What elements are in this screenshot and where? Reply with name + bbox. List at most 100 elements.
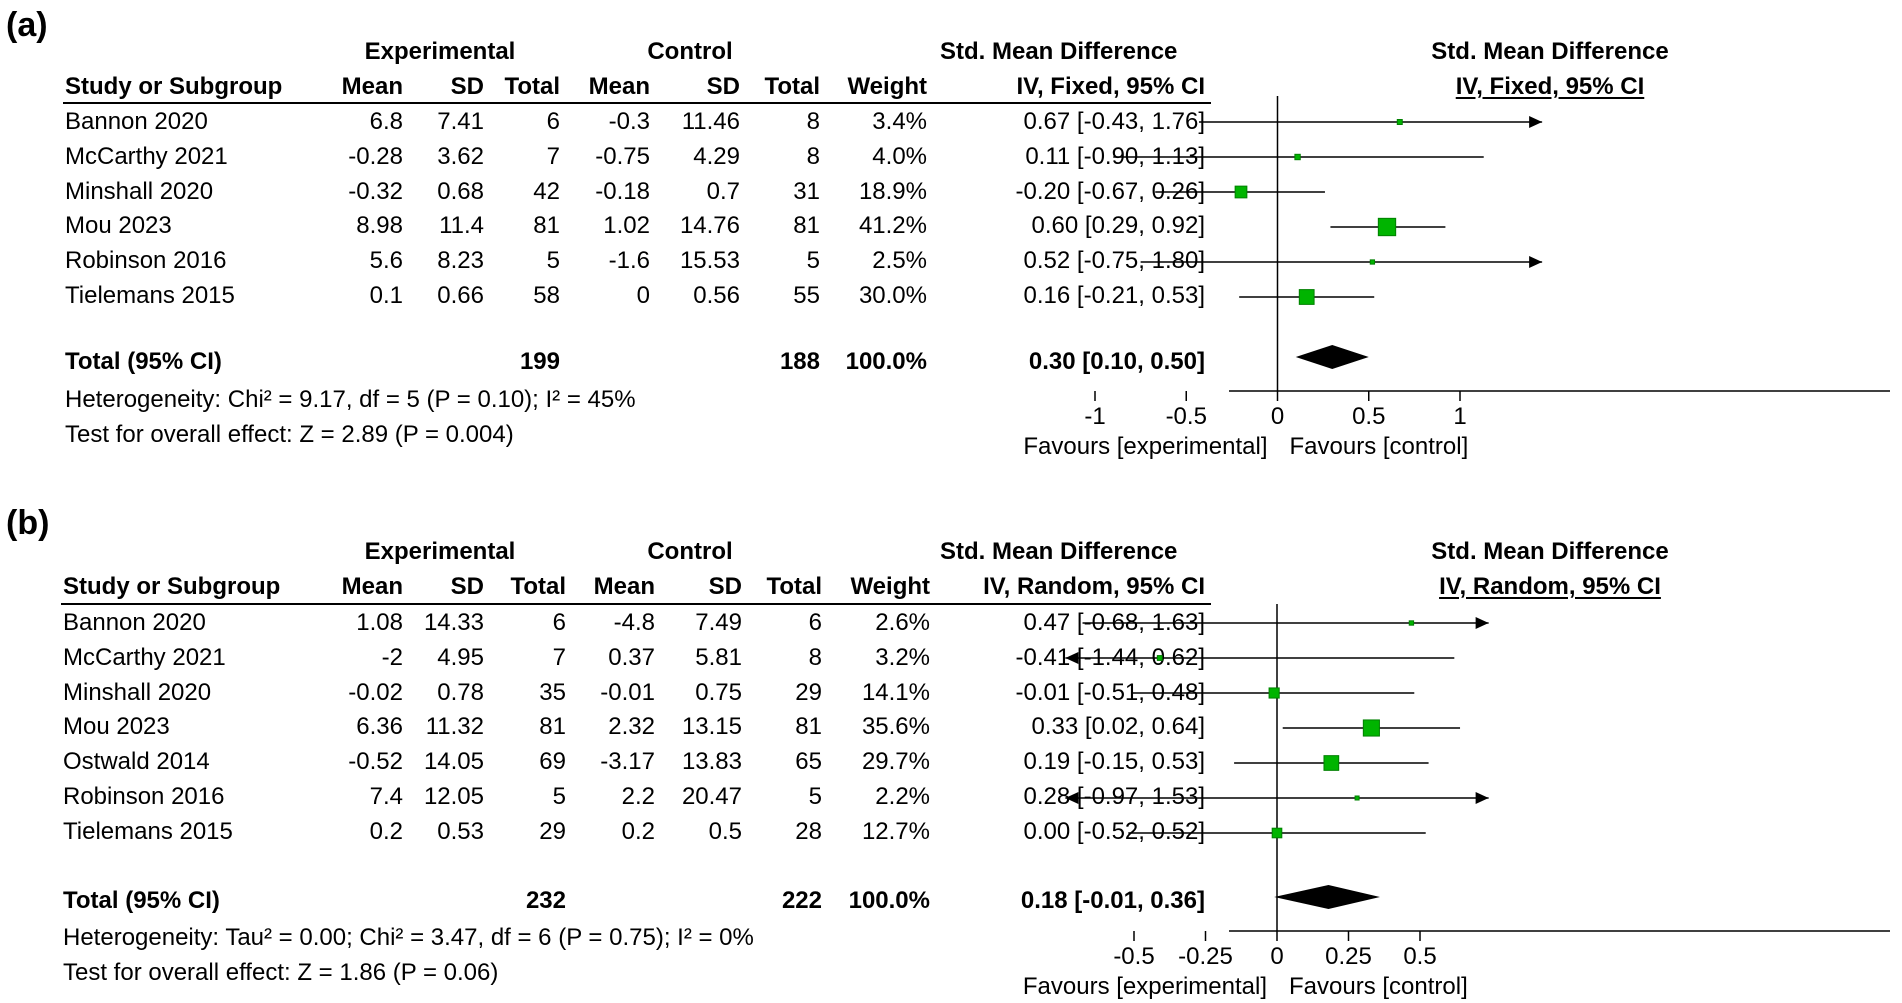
e-sd: 0.68: [437, 177, 484, 205]
ci-text: 0.28 [-0.97, 1.53]: [1023, 783, 1205, 810]
total-ci: 0.30 [0.10, 0.50]: [1028, 348, 1205, 375]
e-sd: 3.62: [437, 142, 484, 170]
overall-effect: Test for overall effect: Z = 2.89 (P = 0…: [65, 421, 514, 448]
c-total: 5: [808, 783, 822, 810]
c-total: 31: [793, 177, 820, 205]
c-total: 5: [806, 247, 820, 275]
col-c-mean: Mean: [588, 73, 650, 100]
plot-header: Std. Mean Difference: [1431, 38, 1669, 65]
study-square: [1294, 153, 1301, 161]
col-ci: IV, Fixed, 95% CI: [1016, 73, 1205, 100]
study-square: [1354, 795, 1360, 801]
panel-label: (a): [6, 6, 48, 44]
e-total: 69: [539, 748, 566, 776]
c-mean: -4.8: [613, 609, 655, 636]
x-tick-label: -0.25: [1178, 943, 1233, 970]
overall-effect: Test for overall effect: Z = 1.86 (P = 0…: [63, 959, 499, 986]
study-square: [1377, 217, 1397, 237]
study-name: Tielemans 2015: [65, 282, 235, 309]
col-c-total: Total: [766, 573, 822, 600]
ci-text: 0.19 [-0.15, 0.53]: [1023, 748, 1205, 776]
e-sd: 7.41: [437, 108, 484, 135]
study-square: [1369, 259, 1376, 265]
col-study: Study or Subgroup: [65, 73, 283, 100]
ci-arrow-right: [1529, 256, 1543, 268]
col-c-sd: SD: [708, 573, 742, 600]
forest-plot-b: (b) Experimental Control Std. Mean Diffe…: [0, 503, 1902, 1003]
c-sd: 13.15: [681, 713, 742, 741]
study-name: Minshall 2020: [63, 678, 212, 706]
summary-diamond: [1295, 345, 1369, 369]
weight: 35.6%: [861, 713, 930, 741]
ci-text: -0.01 [-0.51, 0.48]: [1015, 678, 1205, 706]
e-total: 81: [533, 212, 560, 240]
e-mean: -0.28: [348, 142, 403, 170]
e-mean: 6.8: [369, 108, 403, 135]
total-ci: 0.18 [-0.01, 0.36]: [1020, 887, 1205, 914]
e-mean: 7.4: [369, 783, 403, 810]
c-mean: 0: [636, 282, 650, 309]
ci-arrow-right: [1475, 792, 1489, 804]
c-sd: 0.5: [708, 817, 742, 845]
x-tick-label: 0: [1271, 403, 1284, 430]
study-name: Mou 2023: [65, 212, 172, 240]
total-weight: 100.0%: [848, 887, 930, 914]
weight: 41.2%: [858, 212, 927, 240]
weight: 14.1%: [861, 678, 930, 706]
total-label: Total (95% CI): [65, 348, 222, 375]
ci-arrow-right: [1529, 116, 1543, 128]
header-rule: [61, 603, 1211, 605]
c-sd: 0.7: [706, 177, 740, 205]
e-mean: 5.6: [369, 247, 403, 275]
e-total: 42: [533, 177, 560, 205]
favours-left-label: Favours [experimental]: [1023, 973, 1267, 1000]
e-total: 81: [539, 713, 566, 741]
weight: 2.5%: [872, 247, 927, 275]
study-square: [1362, 719, 1380, 737]
col-e-mean: Mean: [341, 73, 403, 100]
c-total: 65: [795, 748, 822, 776]
c-mean: -0.01: [600, 678, 655, 706]
e-total: 6: [546, 108, 560, 135]
favours-right-label: Favours [control]: [1289, 973, 1468, 1000]
c-total: 8: [806, 142, 820, 170]
c-total: 8: [806, 108, 820, 135]
col-ci: IV, Random, 95% CI: [983, 573, 1205, 600]
x-tick-label: 0: [1270, 943, 1283, 970]
e-mean: -0.32: [348, 177, 403, 205]
c-sd: 14.76: [679, 212, 740, 240]
c-sd: 0.75: [695, 678, 742, 706]
col-e-sd: SD: [450, 573, 484, 600]
e-sd: 12.05: [423, 783, 484, 810]
weight: 2.2%: [875, 783, 930, 810]
study-square: [1156, 655, 1163, 661]
effect-header: Std. Mean Difference: [940, 38, 1178, 65]
c-total: 55: [793, 282, 820, 309]
e-total: 7: [552, 643, 566, 671]
e-mean: -2: [381, 643, 403, 671]
c-mean: 0.2: [621, 817, 655, 845]
col-c-sd: SD: [706, 73, 740, 100]
ci-text: 0.33 [0.02, 0.64]: [1031, 713, 1205, 741]
c-mean: -0.3: [608, 108, 650, 135]
panel-label: (b): [6, 504, 50, 542]
e-mean: 1.08: [356, 609, 403, 636]
c-total: 28: [795, 817, 822, 845]
c-total: 8: [808, 643, 822, 671]
x-tick-label: -0.5: [1113, 943, 1154, 970]
col-c-total: Total: [764, 73, 820, 100]
e-total: 5: [546, 247, 560, 275]
col-weight: Weight: [850, 573, 930, 600]
ci-text: 0.67 [-0.43, 1.76]: [1023, 108, 1205, 135]
plot-subheader: IV, Fixed, 95% CI: [1455, 73, 1645, 100]
weight: 12.7%: [861, 817, 930, 845]
col-e-total: Total: [510, 573, 566, 600]
e-sd: 11.32: [425, 713, 484, 741]
header-rule: [63, 102, 1211, 104]
col-weight: Weight: [847, 73, 927, 100]
total-e: 199: [519, 348, 560, 375]
c-total: 81: [793, 212, 820, 240]
study-name: Minshall 2020: [65, 177, 214, 205]
col-e-sd: SD: [450, 73, 484, 100]
study-square: [1396, 119, 1403, 125]
